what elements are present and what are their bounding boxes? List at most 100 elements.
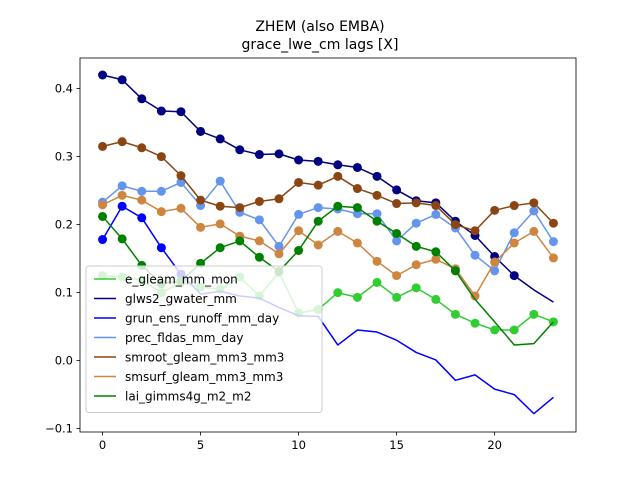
data-point (98, 235, 108, 245)
legend-label: lai_gimms4g_m2_m2 (125, 390, 252, 404)
data-point (313, 156, 323, 166)
data-point (333, 160, 343, 170)
data-point (274, 241, 284, 251)
data-point (117, 234, 127, 244)
data-point (411, 218, 421, 228)
data-point (372, 256, 382, 266)
data-point (294, 209, 304, 219)
data-point (490, 325, 500, 335)
data-point (352, 203, 362, 213)
data-point (431, 209, 441, 219)
data-point (333, 201, 343, 211)
data-point (176, 171, 186, 181)
data-point (352, 162, 362, 172)
series-line (102, 140, 554, 232)
data-point (176, 203, 186, 213)
data-point (117, 137, 127, 147)
data-point (411, 260, 421, 270)
data-point (274, 149, 284, 159)
data-point (490, 257, 500, 267)
data-point (294, 177, 304, 187)
data-point (392, 185, 402, 195)
data-point (548, 237, 558, 247)
data-point (352, 184, 362, 194)
series-layer (98, 70, 558, 415)
data-point (509, 228, 519, 238)
data-point (470, 226, 480, 236)
data-point (392, 228, 402, 238)
data-point (294, 245, 304, 255)
data-point (98, 141, 108, 151)
data-point (529, 226, 539, 236)
data-point (372, 209, 382, 219)
y-tick-label: −0.1 (45, 422, 73, 436)
data-point (470, 291, 480, 301)
data-point (137, 143, 147, 153)
legend-label: e_gleam_mm_mon (125, 273, 238, 287)
y-tick-label: 0.0 (55, 354, 73, 368)
data-point (411, 241, 421, 251)
plot-frame (79, 57, 577, 433)
data-point (313, 203, 323, 213)
data-point (431, 294, 441, 304)
data-point (313, 240, 323, 250)
data-point (117, 201, 127, 211)
data-point (392, 292, 402, 302)
x-tick-label: 15 (389, 438, 404, 452)
y-tick-label: 0.1 (55, 286, 73, 300)
data-point (509, 325, 519, 335)
chart-title: ZHEM (also EMBA) (255, 19, 384, 35)
data-point (156, 207, 166, 217)
data-point (392, 199, 402, 209)
data-point (196, 195, 206, 205)
data-point (411, 198, 421, 208)
data-point (215, 176, 225, 186)
data-point (137, 213, 147, 223)
data-point (411, 283, 421, 293)
data-point (450, 266, 460, 276)
data-point (137, 195, 147, 205)
data-point (196, 222, 206, 232)
data-point (313, 180, 323, 190)
data-point (254, 215, 264, 225)
data-point (529, 206, 539, 216)
y-tick-label: 0.3 (55, 150, 73, 164)
data-point (235, 203, 245, 213)
data-point (333, 171, 343, 181)
data-point (117, 75, 127, 85)
data-point (529, 198, 539, 208)
data-point (529, 309, 539, 319)
data-point (490, 266, 500, 276)
data-point (431, 201, 441, 211)
data-point (176, 177, 186, 187)
plot-area: 0 5 10 15 20 −0.1 0.0 0.1 0.2 0.3 0.4 (45, 57, 577, 452)
legend-label: smsurf_gleam_mm3_mm3 (125, 370, 283, 384)
data-point (176, 107, 186, 117)
x-tick-label: 10 (291, 438, 306, 452)
data-point (98, 200, 108, 210)
data-point (352, 292, 362, 302)
series-smroot_gleam_mm3_mm3 (98, 137, 558, 236)
y-tick-label: 0.2 (55, 218, 73, 232)
data-point (235, 145, 245, 155)
data-point (548, 218, 558, 228)
data-point (333, 226, 343, 236)
data-point (509, 201, 519, 211)
data-point (313, 216, 323, 226)
data-point (215, 243, 225, 253)
data-point (470, 318, 480, 328)
x-tick-label: 0 (99, 438, 106, 452)
data-point (274, 194, 284, 204)
chart-subtitle: grace_lwe_cm lags [X] (242, 37, 399, 53)
data-point (117, 190, 127, 200)
data-point (509, 238, 519, 248)
data-point (372, 190, 382, 200)
data-point (254, 196, 264, 206)
data-point (156, 243, 166, 253)
legend-box (85, 265, 323, 413)
data-point (254, 252, 264, 262)
legend-label: prec_fldas_mm_day (125, 331, 244, 345)
data-point (254, 236, 264, 246)
data-point (254, 150, 264, 160)
